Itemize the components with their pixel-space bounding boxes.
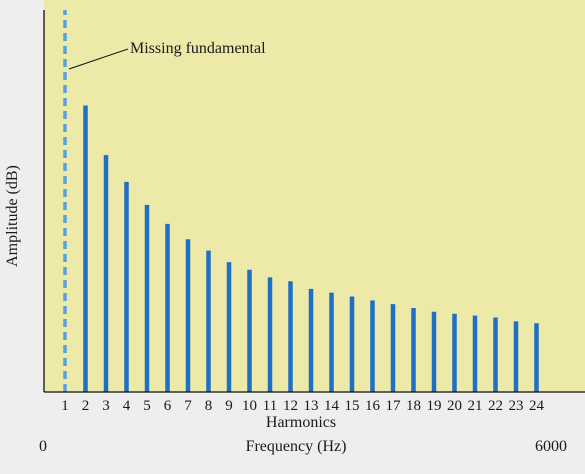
harmonic-tick-label-15: 15 [345,398,360,414]
harmonic-tick-label-3: 3 [102,398,110,414]
x-axis-label: Frequency (Hz) [246,438,347,455]
harmonic-tick-label-5: 5 [143,398,151,414]
harmonic-tick-label-7: 7 [184,398,192,414]
x-axis-range-end: 6000 [535,438,567,455]
harmonic-tick-label-2: 2 [82,398,90,414]
annotation-leader-line [68,48,129,70]
harmonic-tick-label-12: 12 [283,398,298,414]
harmonic-tick-label-11: 11 [263,398,277,414]
missing-fundamental-annotation: Missing fundamental [68,40,266,70]
annotation-label: Missing fundamental [130,40,266,57]
harmonic-tick-label-24: 24 [529,398,545,414]
harmonic-tick-label-8: 8 [205,398,213,414]
harmonic-tick-label-17: 17 [386,398,402,414]
harmonic-tick-label-9: 9 [225,398,233,414]
harmonic-tick-label-21: 21 [468,398,483,414]
harmonic-tick-label-20: 20 [447,398,462,414]
harmonic-tick-labels: 1 2 3 4 5 6 7 8 9 10 11 12 13 14 15 16 17 18 19 20 21 22 23 24 [61,398,544,414]
harmonic-tick-label-13: 13 [304,398,319,414]
harmonic-tick-label-19: 19 [427,398,442,414]
harmonic-tick-label-18: 18 [406,398,421,414]
harmonic-tick-label-1: 1 [61,398,69,414]
x-axis-label-harmonics: Harmonics [266,414,336,431]
harmonic-tick-label-4: 4 [123,398,131,414]
harmonic-tick-label-23: 23 [509,398,524,414]
harmonic-tick-label-6: 6 [164,398,172,414]
harmonic-tick-label-10: 10 [242,398,257,414]
y-axis-label: Amplitude (dB) [4,165,21,267]
harmonic-tick-label-16: 16 [365,398,381,414]
x-axis-range-start: 0 [39,438,47,455]
harmonic-tick-label-14: 14 [324,398,340,414]
harmonic-tick-label-22: 22 [488,398,503,414]
bars-group [63,10,539,392]
